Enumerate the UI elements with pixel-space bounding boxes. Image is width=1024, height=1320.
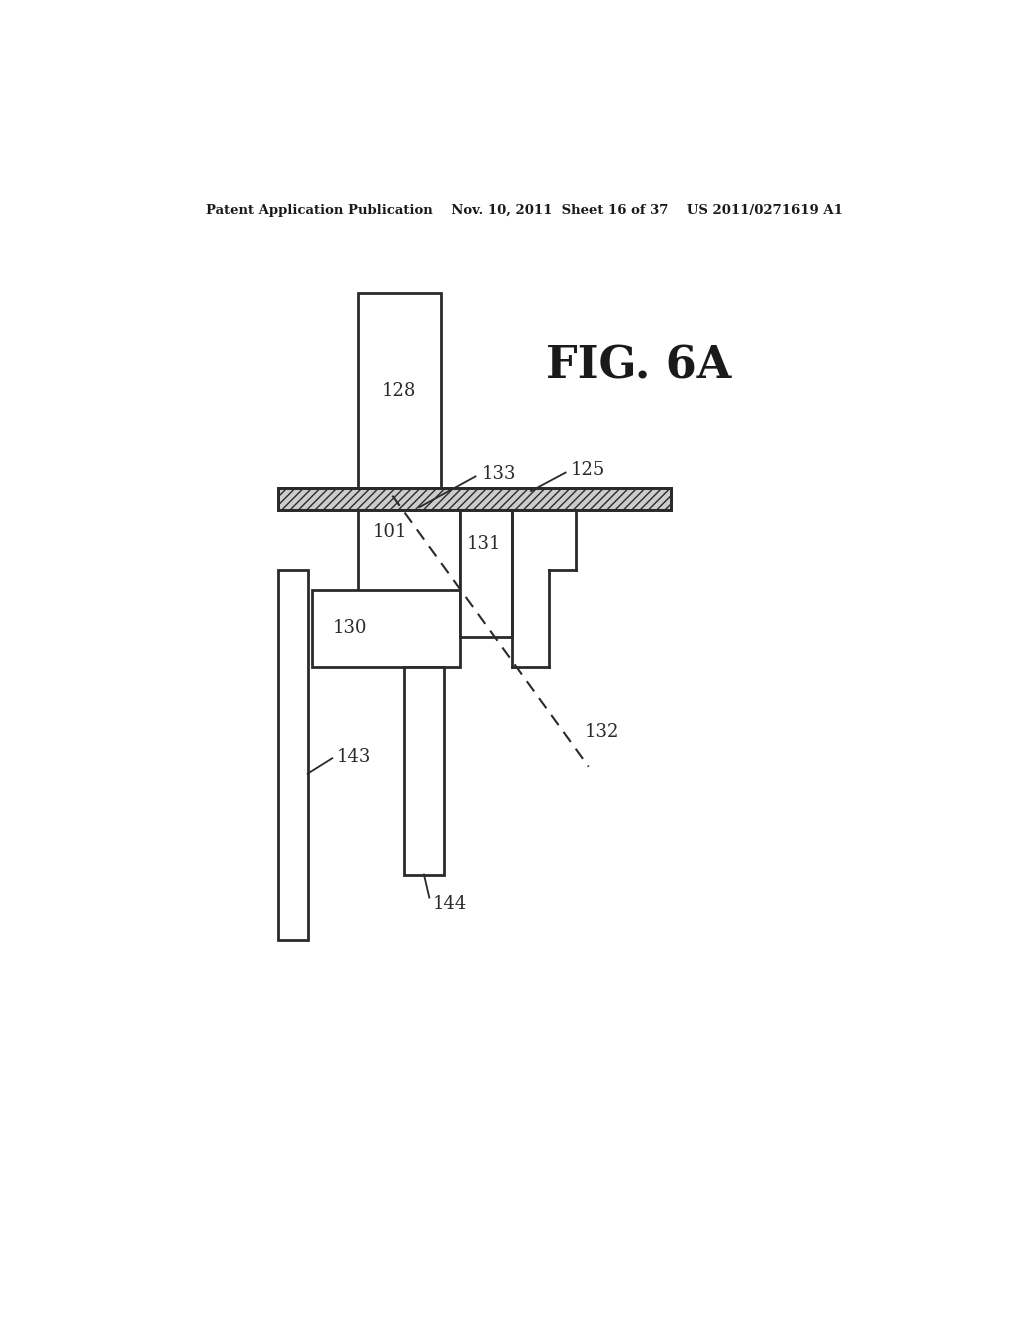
Text: 143: 143 <box>337 747 372 766</box>
Bar <box>460 510 512 636</box>
Bar <box>279 488 671 510</box>
Bar <box>357 293 441 490</box>
Text: 130: 130 <box>333 619 368 638</box>
Text: 144: 144 <box>432 895 467 912</box>
Bar <box>403 667 444 874</box>
Text: 125: 125 <box>571 461 605 479</box>
Bar <box>279 570 307 940</box>
Bar <box>311 590 460 667</box>
Text: 128: 128 <box>382 383 417 400</box>
Bar <box>357 510 460 593</box>
Text: 133: 133 <box>481 465 516 483</box>
Text: 132: 132 <box>585 723 620 741</box>
Text: Patent Application Publication    Nov. 10, 2011  Sheet 16 of 37    US 2011/02716: Patent Application Publication Nov. 10, … <box>207 205 843 218</box>
Text: 131: 131 <box>466 535 501 553</box>
Text: FIG. 6A: FIG. 6A <box>546 345 731 388</box>
Bar <box>279 488 671 510</box>
Text: 101: 101 <box>373 524 408 541</box>
